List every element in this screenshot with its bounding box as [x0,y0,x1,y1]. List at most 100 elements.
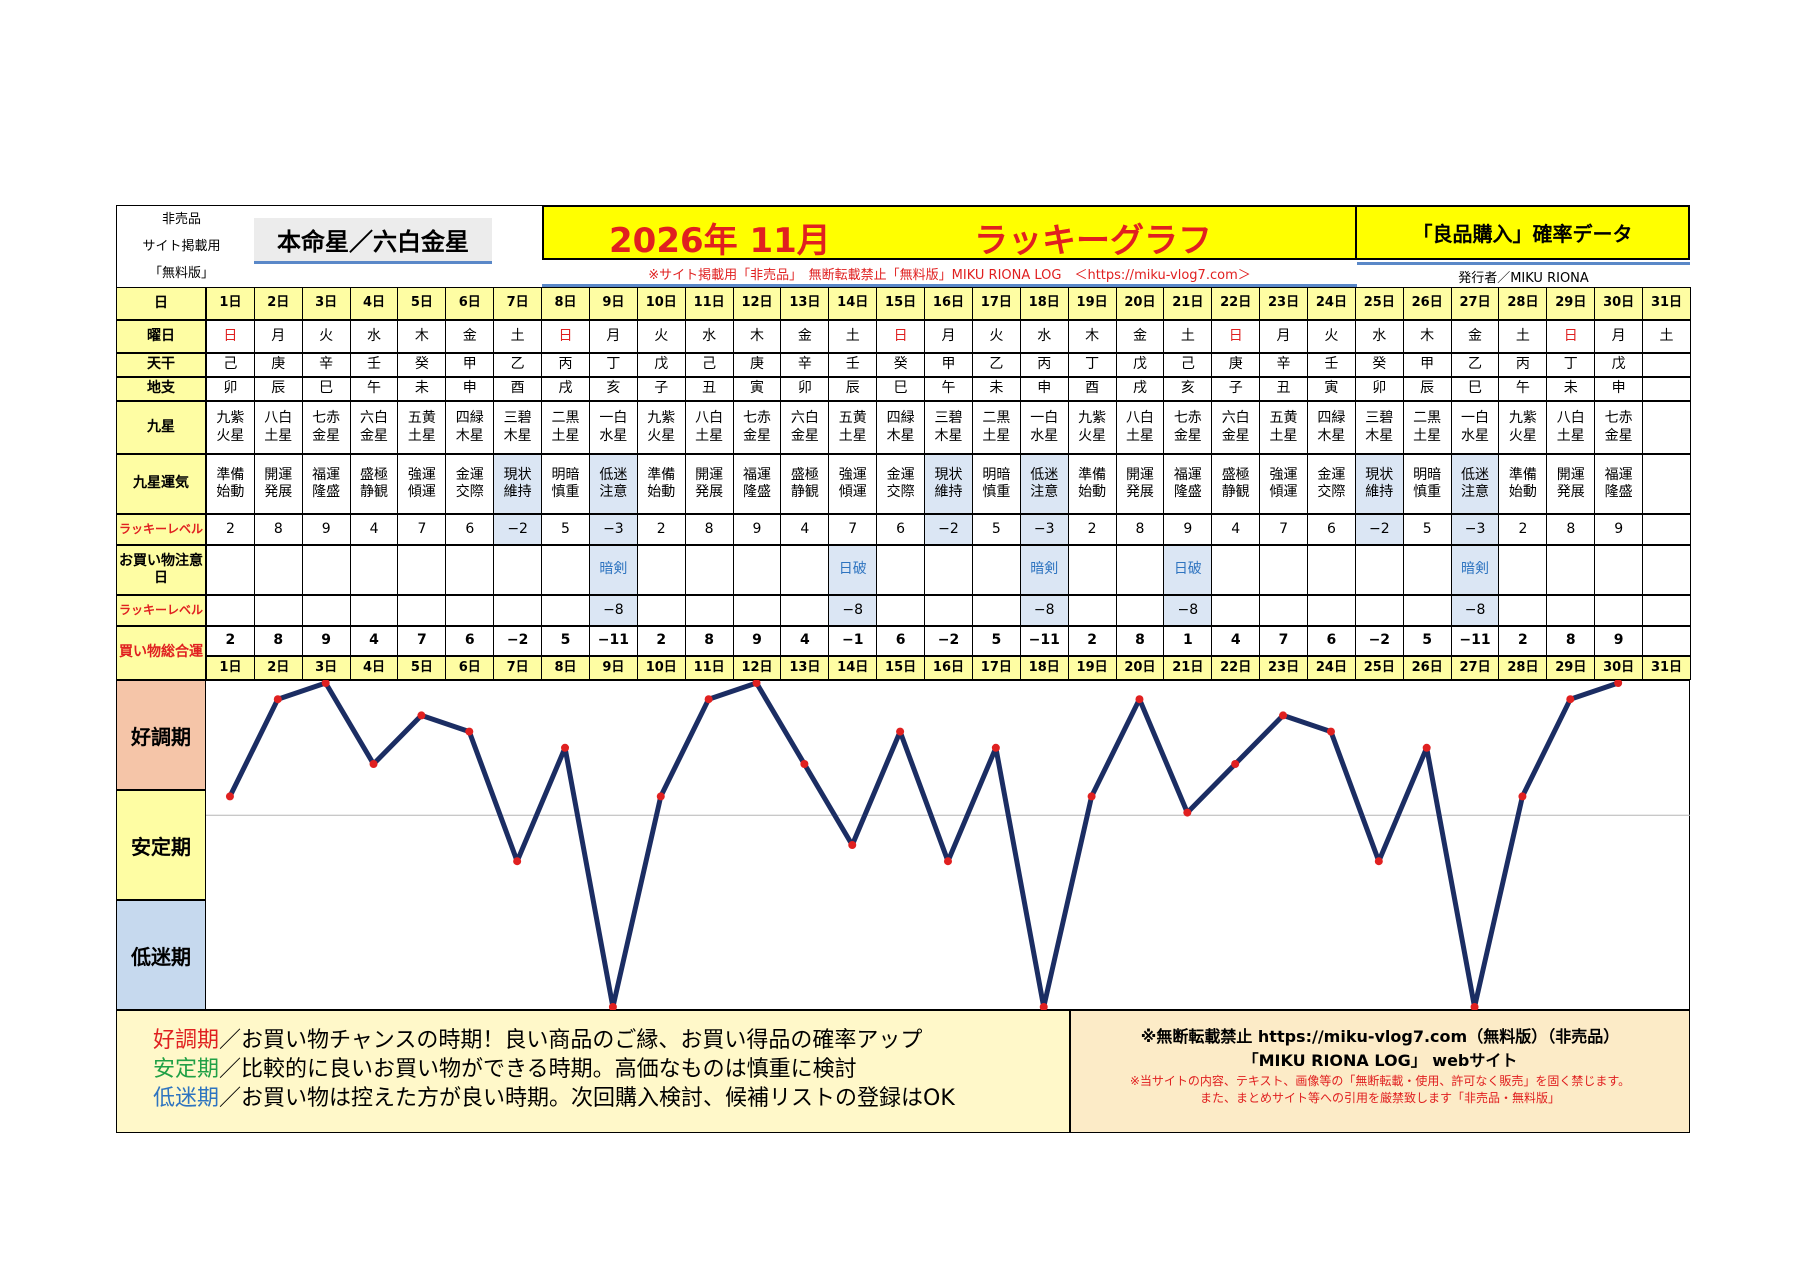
day-cell: 7日 [493,287,543,320]
caution-cell [1642,545,1691,595]
unki-cell: 現状 維持 [1354,454,1404,514]
unki-cell: 準備 始動 [636,454,686,514]
lucky-level2-cell [1498,595,1548,626]
day-cell: 28日 [1498,656,1548,680]
kyusei-cell: 二黒 土星 [971,401,1021,454]
kyusei-cell: 二黒 土星 [541,401,590,454]
lucky-level2-cell [1354,595,1404,626]
weekdays-cell: 日 [1546,320,1596,353]
tenkan-cell: 壬 [349,353,399,377]
total-cell: 2 [1498,626,1548,656]
tenkan-cell: 庚 [253,353,303,377]
lucky-level2-cell [780,595,830,626]
weekdays-cell: 金 [1450,320,1500,353]
legend-box: 好調期／お買い物チャンスの時期！良い商品のご縁、お買い得品の確率アップ 安定期／… [116,1010,1070,1133]
unki-cell: 福運 隆盛 [1163,454,1213,514]
tenkan-cell: 丁 [588,353,638,377]
caution-cell [1594,545,1644,595]
tenkan-cell: 丙 [541,353,590,377]
lucky-level2-cell [493,595,543,626]
fortune-table: 日 1日 2日 3日 4日 5日 6日 7日 8日 9日 10日 11日 12日 13日 14日 15日 16日… [116,287,1691,680]
chishi-cell: 未 [1546,377,1596,401]
chishi-cell: 午 [1498,377,1548,401]
tenkan-cell: 戊 [1115,353,1165,377]
legend-good-term: 好調期 [153,1028,220,1053]
data-point-23日 [1279,711,1288,720]
day-cell: 21日 [1163,287,1213,320]
caution-cell [1115,545,1165,595]
data-point-4日 [369,760,378,768]
total-cell: −1 [828,626,878,656]
total-cell: 4 [349,626,399,656]
data-point-21日 [1183,808,1192,817]
lucky-level-cell: 2 [636,514,686,545]
row-label-total: 買い物総合運 [116,626,206,680]
weekdays-cell: 木 [397,320,447,353]
total-cell: 8 [253,626,303,656]
caution-cell [924,545,973,595]
kyusei-cell: 七赤 金星 [1594,401,1644,454]
tenkan-cell: 辛 [780,353,830,377]
data-point-11日 [704,695,713,704]
total-cell: 6 [1307,626,1356,656]
data-point-2日 [273,695,282,704]
lucky-level2-cell [684,595,734,626]
kyusei-cell: 一白 水星 [1450,401,1500,454]
day-cell: 24日 [1307,656,1356,680]
day-cell: 13日 [780,656,830,680]
caution-cell [253,545,303,595]
weekdays-cell: 月 [924,320,973,353]
legend-good: 好調期／お買い物チャンスの時期！良い商品のご縁、お買い得品の確率アップ [153,1026,1069,1055]
total-cell: 8 [1546,626,1596,656]
kyusei-cell: 八白 土星 [684,401,734,454]
total-cell: 1 [1163,626,1213,656]
caution-cell [971,545,1021,595]
weekdays-cell: 水 [684,320,734,353]
caution-cell [1402,545,1452,595]
lucky-level-cell: 6 [445,514,495,545]
title-name: ラッキーグラフ [974,221,1212,261]
data-point-19日 [1087,792,1096,801]
row-label-kyusei: 九星 [116,401,206,454]
data-point-27日 [1470,1003,1479,1010]
lucky-level-cell: 5 [541,514,590,545]
tenkan-cell: 丙 [1019,353,1069,377]
weekdays-cell: 木 [1067,320,1117,353]
unki-cell: 強運 傾運 [1259,454,1308,514]
caution-cell [780,545,830,595]
day-cell: 12日 [732,656,782,680]
lucky-level2-cell [876,595,926,626]
weekdays-cell: 金 [780,320,830,353]
caution-cell [732,545,782,595]
zone-stable-text: 安定期 [131,834,191,859]
chishi-cell: 亥 [1163,377,1213,401]
tenkan-cell: 庚 [1211,353,1261,377]
lucky-level-cell: −3 [588,514,638,545]
zone-stable-label: 安定期 [116,790,206,900]
weekdays-cell: 日 [541,320,590,353]
weekdays-cell: 土 [493,320,543,353]
chishi-cell: 辰 [1402,377,1452,401]
unki-cell: 低迷 注意 [588,454,638,514]
day-cell: 28日 [1498,287,1548,320]
day-cell: 19日 [1067,287,1117,320]
lucky-level2-cell [1067,595,1117,626]
lucky-level-cell [1642,514,1691,545]
unki-cell: 強運 傾運 [828,454,878,514]
day-cell: 20日 [1115,656,1165,680]
unki-cell: 明暗 慎重 [1402,454,1452,514]
data-point-29日 [1566,695,1575,704]
chishi-cell: 丑 [1259,377,1308,401]
chishi-cell: 巳 [876,377,926,401]
lucky-level-cell: 4 [349,514,399,545]
caution-cell [206,545,255,595]
day-cell: 12日 [732,287,782,320]
chishi-cell: 巳 [301,377,351,401]
data-point-8日 [561,743,570,752]
chishi-cell: 卯 [206,377,255,401]
day-cell: 15日 [876,287,926,320]
publisher-text: 発行者／MIKU RIONA [1458,270,1589,286]
total-cell: 2 [206,626,255,656]
weekdays-cell: 土 [828,320,878,353]
tenkan-cell: 丁 [1067,353,1117,377]
